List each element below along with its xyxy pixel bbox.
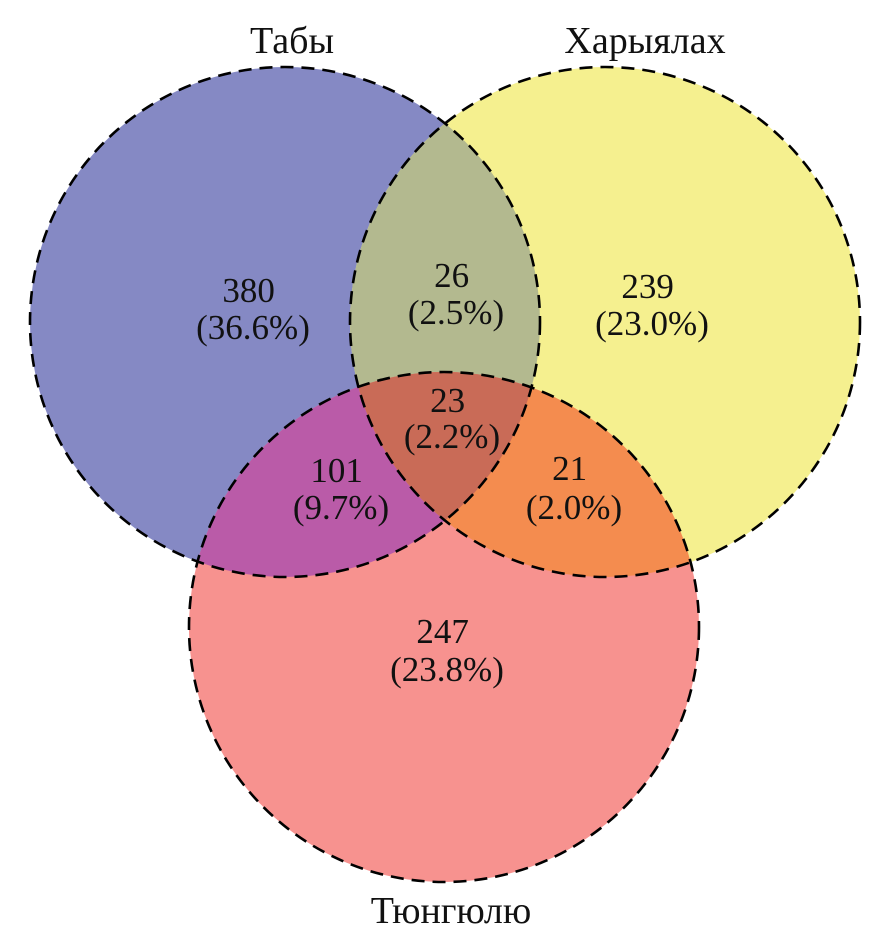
region-b-only-value: 239 (23.0%) xyxy=(595,267,709,343)
region-ab-value: 26 (2.5%) xyxy=(408,256,504,332)
region-abc-value: 23 (2.2%) xyxy=(404,381,500,456)
region-ab-percent: (2.5%) xyxy=(408,293,504,332)
set-a-outline xyxy=(28,65,542,579)
region-c-only-value: 247 (23.8%) xyxy=(390,612,504,689)
region-ac-value: 101 (9.7%) xyxy=(293,451,389,527)
region-abc-percent: (2.2%) xyxy=(404,417,500,456)
region-b-only-percent: (23.0%) xyxy=(595,304,709,343)
region-ac-intersection xyxy=(189,372,540,577)
region-c-only-percent: (23.8%) xyxy=(390,650,504,689)
set-b-label: Харыялах xyxy=(564,20,725,62)
region-a-only-percent: (36.6%) xyxy=(196,308,310,347)
set-b-outline xyxy=(348,65,862,579)
region-bc-percent: (2.0%) xyxy=(526,488,622,527)
region-a-only-value: 380 (36.6%) xyxy=(196,271,310,347)
set-c-label: Тюнгюлю xyxy=(371,890,531,932)
set-c-outline xyxy=(187,370,701,884)
region-c-only-count: 247 xyxy=(416,612,469,651)
region-ac-count: 101 xyxy=(310,451,363,490)
region-abc-count: 23 xyxy=(430,381,465,420)
region-ac-percent: (9.7%) xyxy=(293,488,389,527)
region-bc-intersection xyxy=(350,372,699,577)
region-ab-count: 26 xyxy=(434,256,469,295)
region-bc-count: 21 xyxy=(552,449,587,488)
region-a-only-count: 380 xyxy=(222,271,275,310)
region-b-only-count: 239 xyxy=(621,267,674,306)
set-a-label: Табы xyxy=(250,20,334,62)
region-bc-value: 21 (2.0%) xyxy=(526,449,622,527)
